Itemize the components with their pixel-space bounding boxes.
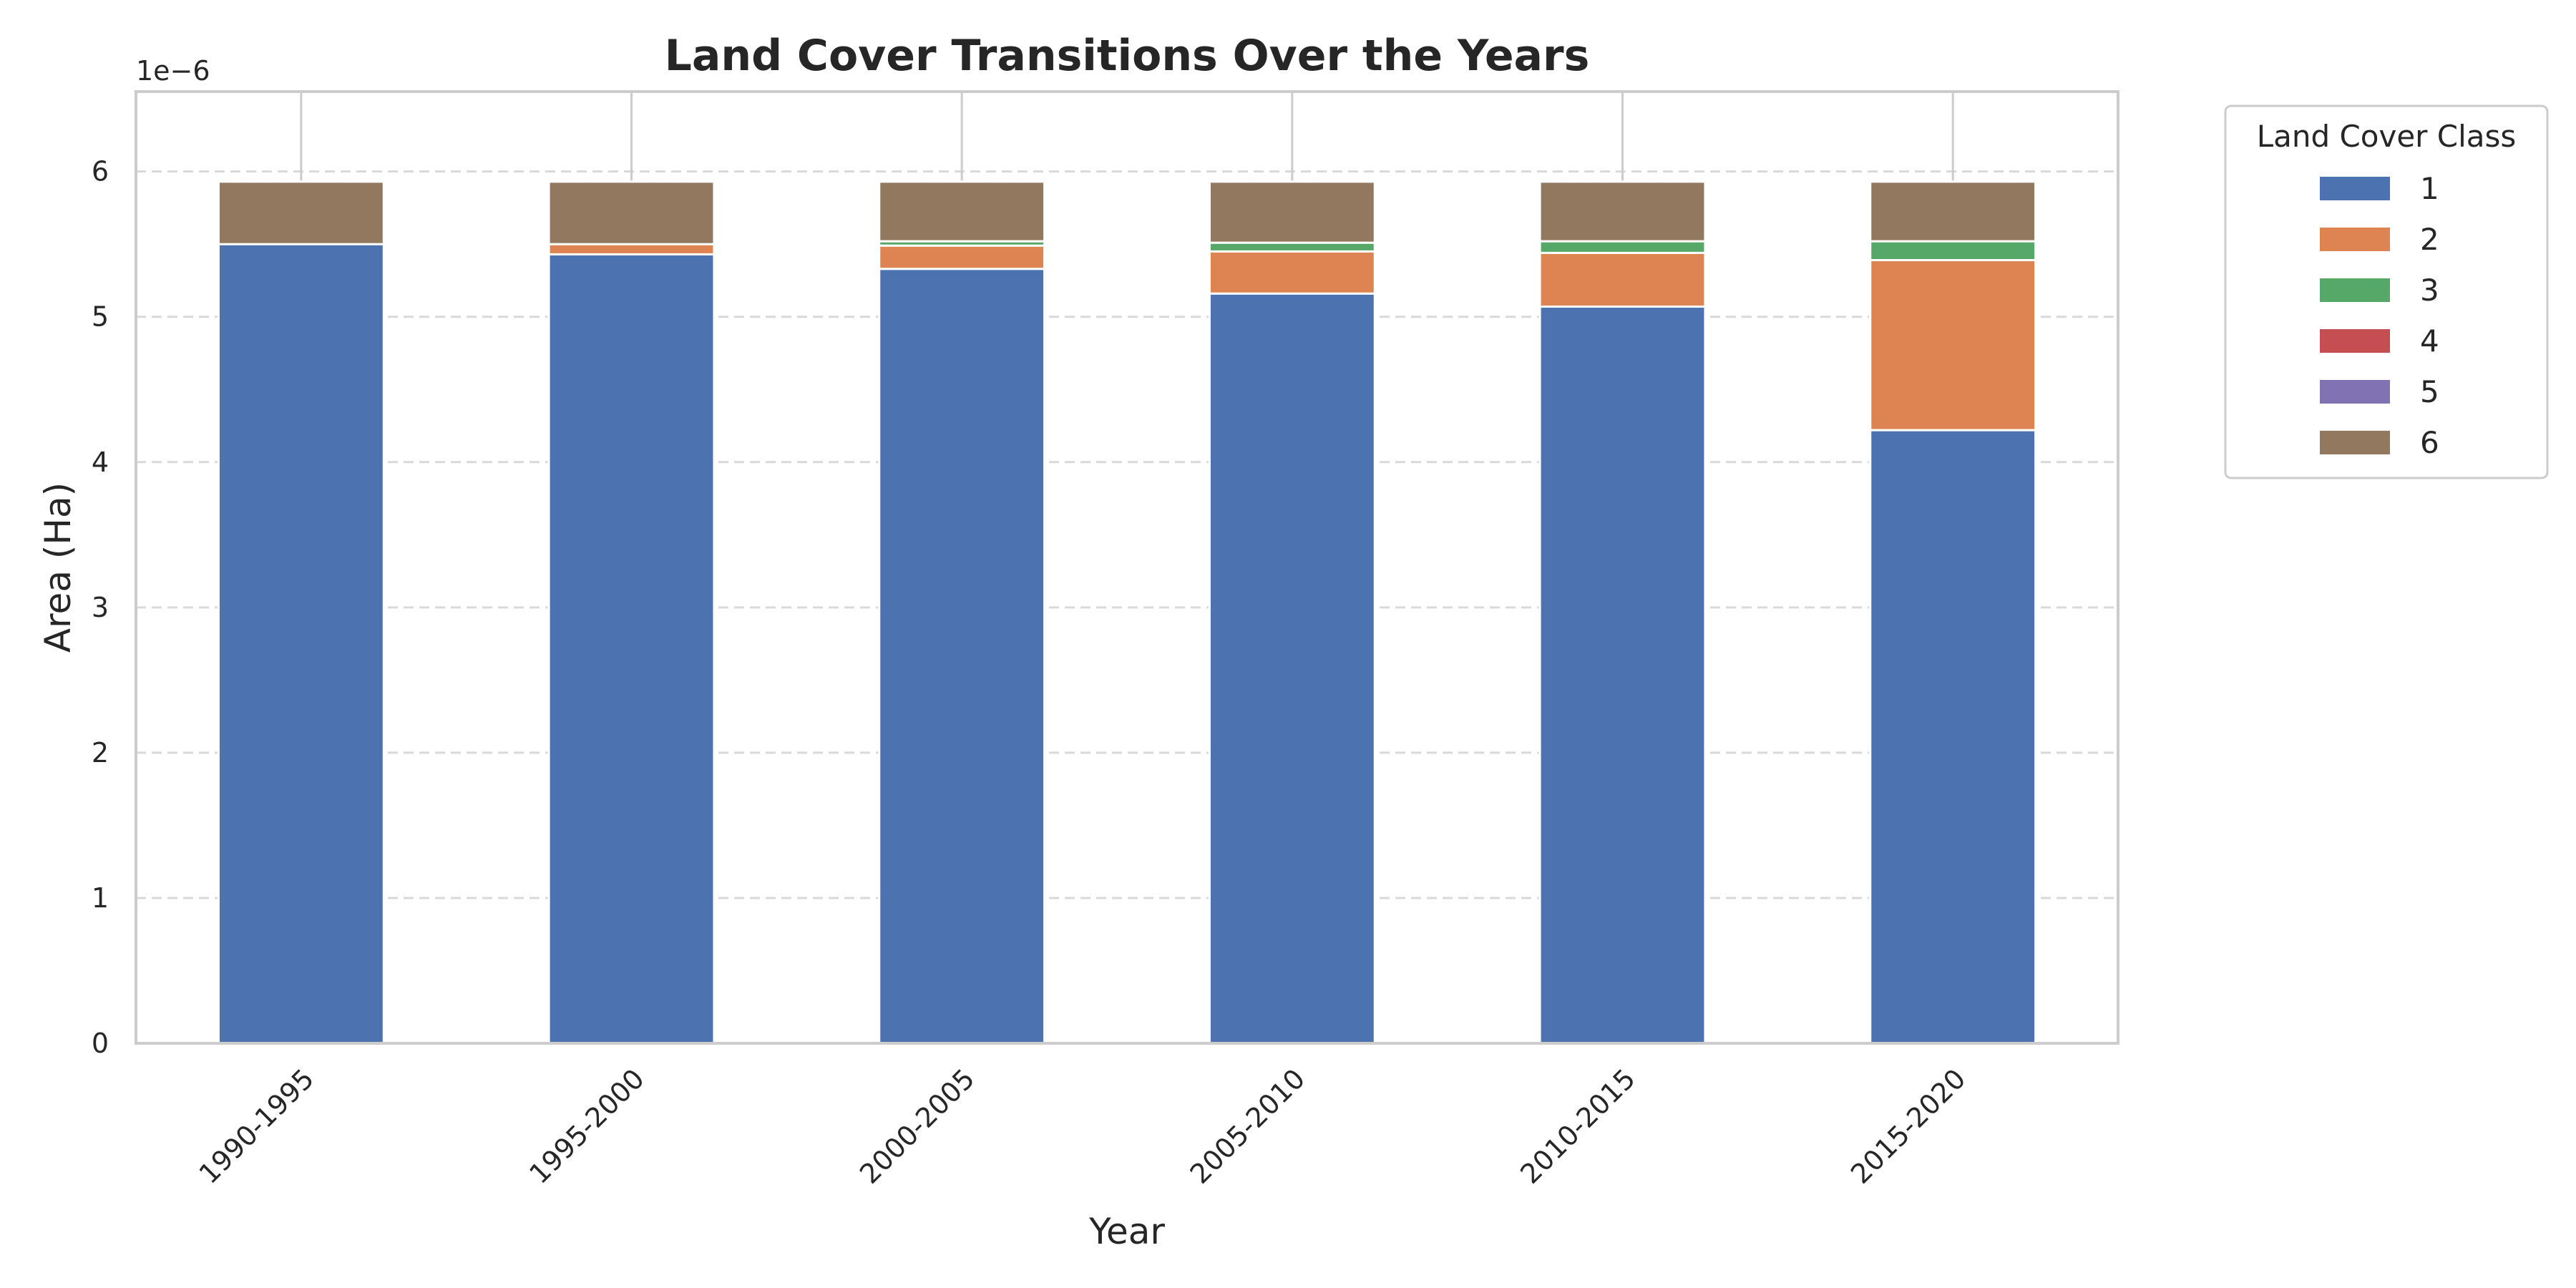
bar-segment-class-1 [547,253,716,1045]
y-tick-label: 1 [92,882,109,914]
bar-segment-class-1 [217,243,385,1045]
chart-title: Land Cover Transitions Over the Years [665,31,1590,81]
legend-label-5: 5 [2420,374,2439,409]
bar-segment-class-1 [1869,429,2037,1045]
legend-swatch-6 [2320,431,2390,454]
plot-frame [135,90,2119,1045]
bars [217,180,2037,1045]
x-axis-label: Year [1088,1211,1165,1252]
bar-segment-class-3 [1869,240,2037,262]
y-axis-label: Area (Ha) [37,482,79,653]
legend-label-1: 1 [2420,171,2439,206]
legend-swatch-5 [2320,380,2390,404]
legend-swatch-3 [2320,278,2390,302]
bar-segment-class-6 [217,180,385,245]
x-tick-label: 2000-2005 [854,1063,981,1190]
legend-label-3: 3 [2420,273,2439,308]
bar-segment-class-2 [1208,250,1376,295]
x-tick-label: 1990-1995 [193,1063,321,1190]
bar-segment-class-6 [547,180,716,245]
y-tick-label: 0 [92,1028,109,1059]
bar-segment-class-2 [1538,251,1707,308]
y-tick-label: 6 [92,156,109,187]
y-tick-label: 4 [92,447,109,478]
bar-segment-class-6 [878,180,1046,243]
x-tick-labels: 1990-1995 1995-2000 2000-2005 2005-2010 2010… [193,1063,1972,1190]
legend-label-2: 2 [2420,222,2439,257]
bar-segment-class-2 [547,243,716,255]
bar-segment-class-2 [1869,259,2037,431]
x-tick-label: 1995-2000 [523,1063,650,1190]
x-tick-label: 2010-2015 [1514,1063,1641,1190]
legend: Land Cover Class 1 2 3 4 5 6 [2224,104,2549,479]
bar-segment-class-3 [1208,241,1376,253]
bar-segment-class-1 [1538,306,1707,1045]
bar-segment-class-1 [1208,292,1376,1045]
y-tick-labels: 0 1 2 3 4 5 6 [92,156,109,1059]
legend-label-6: 6 [2420,425,2439,460]
y-tick-label: 3 [92,592,109,623]
legend-title: Land Cover Class [2257,119,2517,154]
y-tick-label: 2 [92,737,109,769]
gridlines [136,92,2118,1043]
legend-label-4: 4 [2420,323,2439,358]
x-tick-label: 2005-2010 [1184,1063,1312,1190]
legend-items: 1 2 3 4 5 6 [2320,171,2439,460]
bar-segment-class-3 [1538,240,1707,254]
x-tick-label: 2015-2020 [1845,1063,1972,1190]
legend-swatch-4 [2320,329,2390,353]
y-offset-label: 1e−6 [136,55,210,87]
bar-segment-class-6 [1538,180,1707,243]
legend-swatch-1 [2320,177,2390,200]
bar-segment-class-2 [878,244,1046,270]
legend-swatch-2 [2320,228,2390,251]
bar-segment-class-1 [878,268,1046,1045]
y-tick-label: 5 [92,301,109,333]
bar-segment-class-6 [1208,180,1376,244]
bar-segment-class-6 [1869,180,2037,243]
